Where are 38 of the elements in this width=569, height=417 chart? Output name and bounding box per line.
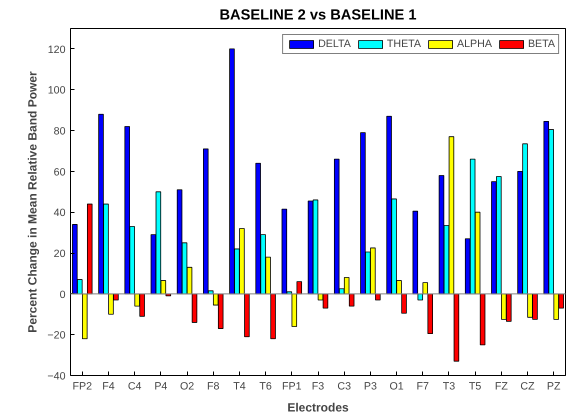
x-tick-label: O1 — [389, 380, 404, 392]
legend-label: BETA — [528, 38, 555, 50]
y-tick-label: 0 — [60, 288, 66, 301]
x-tick-label: F3 — [312, 380, 324, 392]
x-tick-label: T6 — [259, 380, 272, 392]
x-tick-label: T3 — [442, 380, 456, 392]
y-tick-label: 40 — [54, 207, 66, 220]
legend-label: DELTA — [318, 38, 351, 50]
x-tick-label: T5 — [468, 380, 482, 392]
x-tick-label: F4 — [102, 380, 115, 392]
y-tick-label: −20 — [47, 330, 66, 342]
x-tick-label: PZ — [546, 380, 562, 392]
chart-title: BASELINE 2 vs BASELINE 1 — [219, 8, 417, 24]
x-tick-label: P4 — [154, 380, 168, 392]
y-axis-title: Percent Change in Mean Relative Band Power — [25, 70, 40, 333]
y-tick-label: 80 — [54, 126, 66, 138]
bar — [438, 175, 444, 294]
x-tick-label: O2 — [180, 380, 194, 392]
bar — [360, 132, 366, 294]
y-tick-label: −40 — [47, 370, 66, 382]
x-tick-label: FP2 — [72, 380, 92, 392]
x-axis-title: Electrodes — [287, 400, 350, 414]
x-tick-label: C4 — [128, 380, 142, 392]
y-tick-label: 20 — [54, 248, 66, 260]
y-tick-label: 100 — [48, 84, 66, 97]
x-tick-label: T4 — [233, 380, 246, 392]
bar — [229, 48, 235, 294]
x-tick-label: C3 — [337, 380, 352, 392]
legend-label: ALPHA — [457, 38, 492, 50]
x-tick-label: FP1 — [282, 380, 302, 392]
x-tick-label: F8 — [207, 380, 220, 392]
x-tick-label: F7 — [416, 380, 430, 392]
y-tick-label: 60 — [54, 166, 66, 178]
x-tick-label: CZ — [520, 380, 536, 392]
x-tick-label: FZ — [494, 380, 508, 392]
y-tick-label: 120 — [48, 44, 66, 56]
legend-label: THETA — [386, 38, 421, 50]
x-tick-label: P3 — [364, 380, 377, 392]
